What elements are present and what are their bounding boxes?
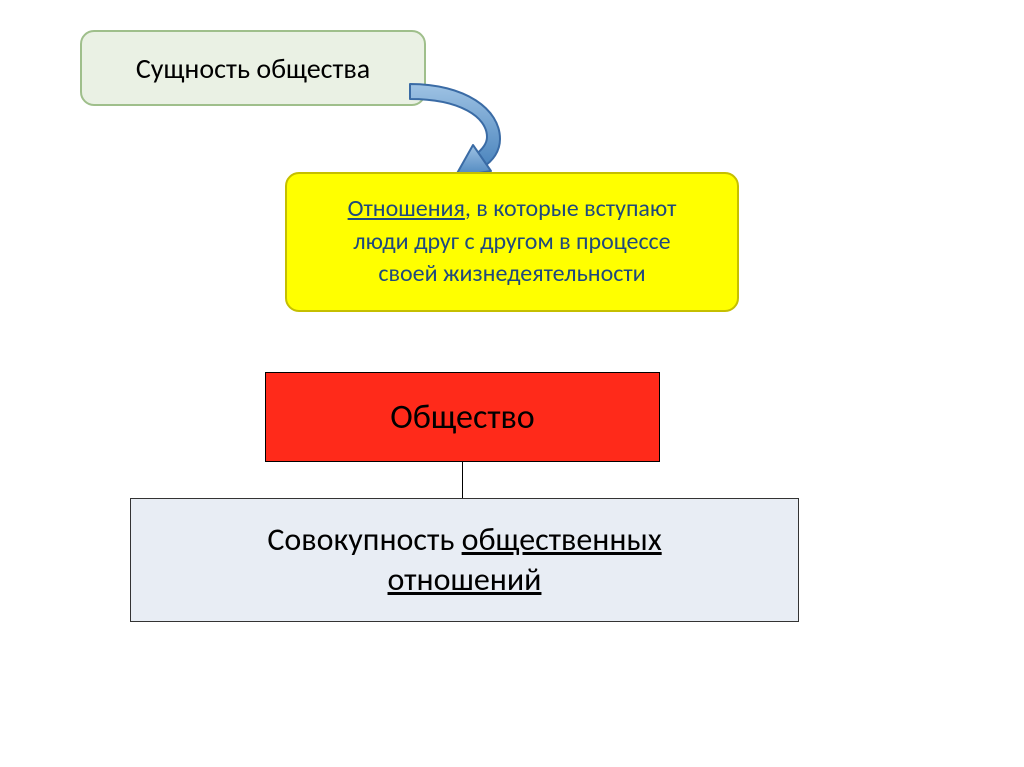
definition-box: Отношения, в которые вступают люди друг … [285, 172, 739, 312]
summary-line2-underline: отношений [388, 560, 542, 599]
society-box: Общество [265, 372, 660, 462]
society-text: Общество [390, 397, 534, 438]
connector-line [462, 462, 463, 498]
summary-box: Совокупность общественных отношений [130, 498, 799, 622]
summary-line1-pre: Совокупность [267, 520, 461, 559]
definition-line1-rest: , в которые вступают [465, 194, 676, 223]
definition-line2: люди друг с другом в процессе [353, 226, 670, 258]
summary-line1: Совокупность общественных [267, 520, 661, 560]
title-text: Сущность общества [136, 51, 370, 86]
definition-underline: Отношения [348, 194, 465, 223]
definition-line1: Отношения, в которые вступают [348, 193, 677, 225]
definition-line3: своей жизнедеятельности [378, 258, 645, 290]
summary-line2: отношений [388, 560, 542, 600]
title-box: Сущность общества [80, 30, 426, 106]
summary-line1-underline: общественных [462, 520, 662, 559]
